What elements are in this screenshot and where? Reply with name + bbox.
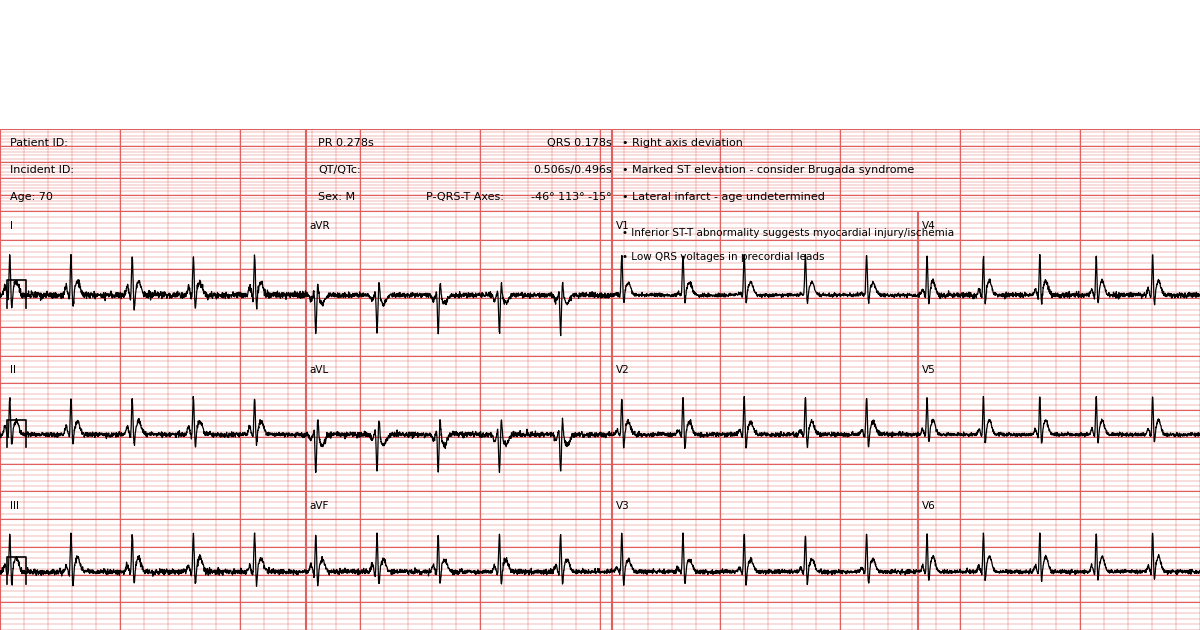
Text: PR 0.278s: PR 0.278s — [318, 138, 373, 148]
Text: I: I — [10, 221, 12, 231]
Text: V5: V5 — [922, 365, 935, 375]
Text: aVL: aVL — [310, 365, 329, 375]
Text: • Marked ST elevation - consider Brugada syndrome: • Marked ST elevation - consider Brugada… — [622, 165, 914, 175]
Text: V3: V3 — [616, 501, 629, 511]
Text: Patient ID:: Patient ID: — [10, 138, 67, 148]
Text: aVF: aVF — [310, 501, 329, 511]
Text: QRS 0.178s: QRS 0.178s — [547, 138, 612, 148]
Text: 0.506s/0.496s: 0.506s/0.496s — [533, 165, 612, 175]
Text: • Lateral infarct - age undetermined: • Lateral infarct - age undetermined — [622, 192, 824, 202]
Text: -46° 113° -15°: -46° 113° -15° — [532, 192, 612, 202]
Text: Sex: M: Sex: M — [318, 192, 355, 202]
Text: V1: V1 — [616, 221, 629, 231]
Text: • Low QRS voltages in precordial leads: • Low QRS voltages in precordial leads — [622, 251, 824, 261]
Text: • Right axis deviation: • Right axis deviation — [622, 138, 743, 148]
Text: V4: V4 — [922, 221, 935, 231]
Text: Incident ID:: Incident ID: — [10, 165, 73, 175]
Text: V6: V6 — [922, 501, 935, 511]
Text: II: II — [10, 365, 16, 375]
Text: III: III — [10, 501, 19, 511]
Text: V2: V2 — [616, 365, 629, 375]
Text: aVR: aVR — [310, 221, 330, 231]
Text: QT/QTc:: QT/QTc: — [318, 165, 361, 175]
Text: Age: 70: Age: 70 — [10, 192, 53, 202]
Text: P-QRS-T Axes:: P-QRS-T Axes: — [426, 192, 504, 202]
Text: • Inferior ST-T abnormality suggests myocardial injury/ischemia: • Inferior ST-T abnormality suggests myo… — [622, 229, 954, 238]
